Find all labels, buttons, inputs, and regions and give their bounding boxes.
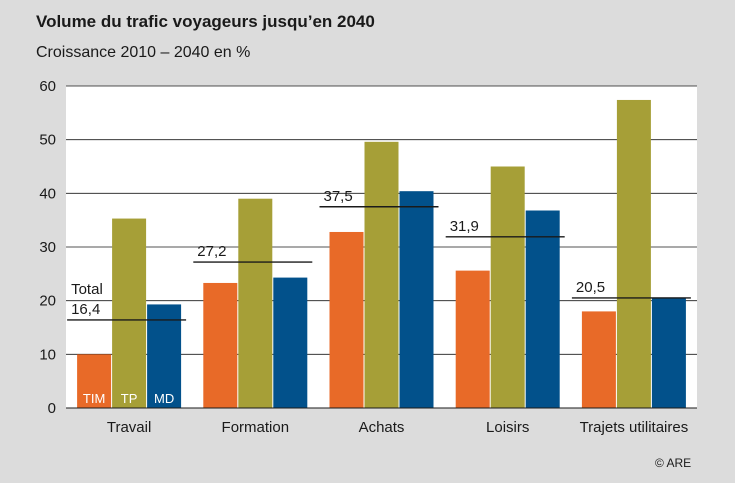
y-tick-label: 10 [39, 346, 56, 363]
total-value-label: 27,2 [197, 243, 226, 260]
series-label-tim: TIM [83, 391, 105, 406]
credit-label: © ARE [655, 456, 692, 470]
total-word-label: Total [71, 281, 103, 298]
bar-tim [203, 282, 238, 408]
bar-tp [238, 198, 273, 408]
bar-tim [329, 231, 364, 408]
bar-md [273, 277, 308, 408]
bar-tp [490, 166, 525, 408]
series-label-md: MD [154, 391, 174, 406]
bar-tim [77, 354, 112, 408]
chart-subtitle: Croissance 2010 – 2040 en % [36, 44, 251, 61]
y-tick-label: 60 [39, 78, 56, 95]
y-tick-label: 0 [48, 400, 56, 417]
total-value-label: 16,4 [71, 301, 100, 318]
x-tick-label: Travail [107, 419, 151, 436]
y-tick-label: 20 [39, 293, 56, 310]
series-label-tp: TP [121, 391, 138, 406]
bar-tp [616, 99, 651, 408]
x-tick-label: Loisirs [486, 419, 529, 436]
bar-tim [455, 270, 490, 408]
bar-md [651, 297, 686, 408]
y-tick-label: 50 [39, 132, 56, 149]
bar-tim [581, 311, 616, 408]
chart-title: Volume du trafic voyageurs jusqu’en 2040 [36, 12, 375, 31]
bar-tp [364, 141, 399, 408]
total-value-label: 37,5 [324, 188, 353, 205]
bar-md [525, 210, 560, 408]
y-tick-label: 30 [39, 239, 56, 256]
x-tick-label: Formation [222, 419, 290, 436]
x-tick-label: Trajets utilitaires [580, 419, 689, 436]
total-value-label: 31,9 [450, 218, 479, 235]
bar-md [147, 304, 182, 408]
total-value-label: 20,5 [576, 279, 605, 296]
x-tick-label: Achats [359, 419, 405, 436]
bar-md [399, 191, 434, 408]
bar-tp [112, 218, 147, 408]
y-tick-label: 40 [39, 185, 56, 202]
